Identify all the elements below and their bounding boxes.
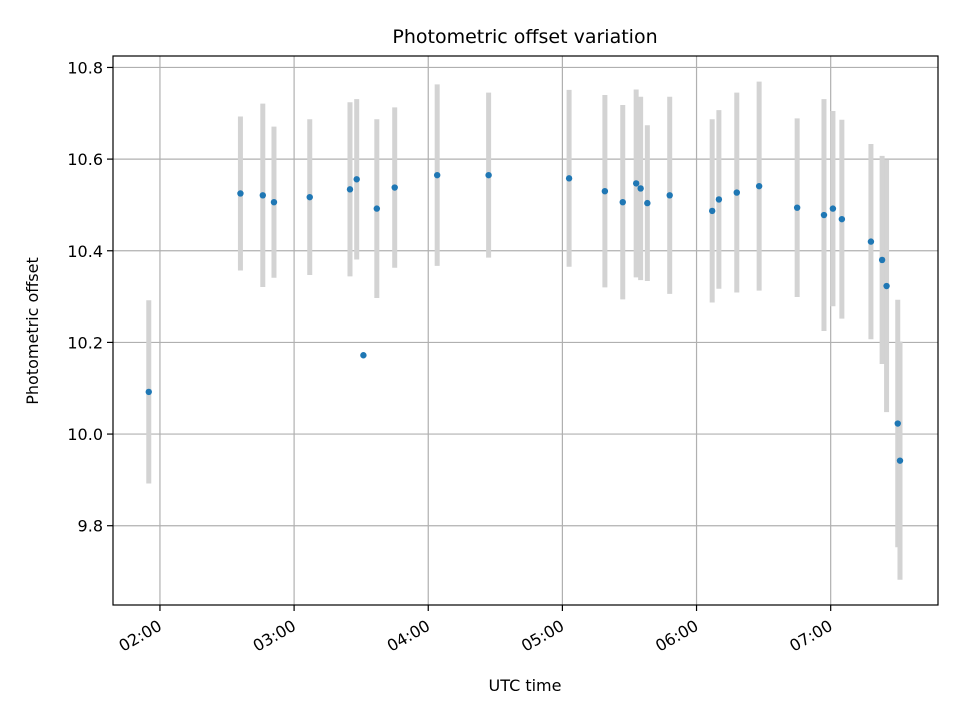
data-point [270,198,278,206]
data-point [637,185,644,192]
y-axis-title: Photometric offset [23,257,42,405]
data-point [346,186,354,193]
data-point [259,192,266,199]
data-point [360,352,367,359]
data-point [867,238,875,245]
data-point [878,256,886,264]
data-point [391,184,398,191]
chart-title: Photometric offset variation [392,26,657,48]
data-point [632,180,640,187]
y-tick-label: 10.8 [67,58,103,77]
y-tick-label: 10.0 [67,425,103,444]
data-point [755,182,763,190]
y-tick-label: 9.8 [78,517,103,536]
data-point [894,420,901,427]
data-point [145,388,152,396]
y-tick-label: 10.2 [67,333,103,352]
data-point [353,176,360,183]
data-point [829,205,837,212]
data-point [793,204,801,211]
data-point [237,190,244,197]
data-point [896,457,904,464]
data-point [733,189,740,196]
data-point [708,207,716,215]
data-point [619,198,626,206]
data-point [715,196,723,203]
data-point [644,199,651,207]
data-point [485,171,492,179]
data-point [373,205,381,212]
y-tick-label: 10.6 [67,150,103,169]
x-axis-title: UTC time [489,676,562,695]
y-tick-label: 10.4 [67,242,103,261]
data-point [601,187,609,195]
data-point [666,192,673,199]
data-point [306,193,313,201]
data-point [883,282,890,290]
plot-frame [112,55,939,606]
data-point [820,211,828,219]
data-point [565,175,573,182]
data-point [838,215,846,223]
data-points [145,171,904,464]
data-point [433,171,441,179]
